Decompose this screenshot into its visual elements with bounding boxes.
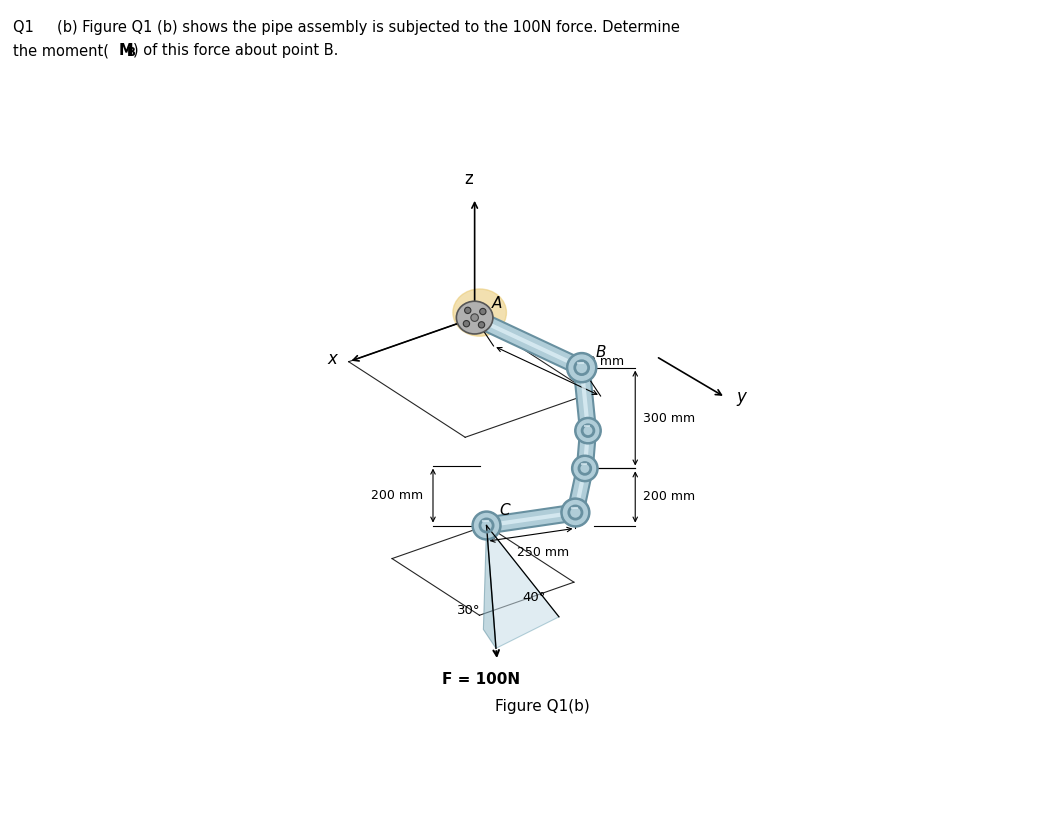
Text: Figure Q1(b): Figure Q1(b) (496, 699, 590, 714)
Text: 400 mm: 400 mm (572, 355, 625, 368)
Text: 30°: 30° (457, 604, 481, 617)
Text: 250 mm: 250 mm (518, 546, 570, 559)
Text: Q1     (b) Figure Q1 (b) shows the pipe assembly is subjected to the 100N force.: Q1 (b) Figure Q1 (b) shows the pipe asse… (13, 20, 680, 35)
Circle shape (474, 514, 499, 537)
Text: the moment(: the moment( (13, 43, 109, 58)
Ellipse shape (453, 289, 506, 336)
Circle shape (567, 353, 597, 383)
Text: z: z (464, 170, 472, 188)
Circle shape (465, 308, 471, 313)
Text: 300 mm: 300 mm (643, 411, 695, 425)
Circle shape (463, 321, 469, 327)
Circle shape (572, 455, 598, 482)
Circle shape (479, 321, 485, 328)
Circle shape (472, 511, 501, 540)
Circle shape (480, 308, 486, 315)
Text: x: x (327, 349, 338, 367)
Text: 40°: 40° (522, 591, 545, 605)
Text: C: C (499, 503, 509, 518)
Text: A: A (492, 296, 503, 312)
Text: 200 mm: 200 mm (372, 489, 424, 502)
Text: y: y (737, 389, 747, 407)
Text: ) of this force about point B.: ) of this force about point B. (133, 43, 339, 58)
Text: 200 mm: 200 mm (643, 491, 695, 503)
Circle shape (563, 501, 588, 524)
Circle shape (577, 420, 598, 442)
Circle shape (569, 355, 594, 380)
Ellipse shape (456, 301, 492, 334)
Circle shape (574, 458, 595, 479)
Circle shape (575, 417, 602, 444)
Circle shape (561, 498, 590, 527)
Text: B: B (595, 345, 606, 360)
Polygon shape (483, 525, 496, 649)
Text: M: M (119, 43, 133, 58)
Text: B: B (127, 46, 136, 59)
Circle shape (471, 314, 479, 321)
Polygon shape (486, 525, 559, 649)
Text: F = 100N: F = 100N (443, 672, 521, 687)
